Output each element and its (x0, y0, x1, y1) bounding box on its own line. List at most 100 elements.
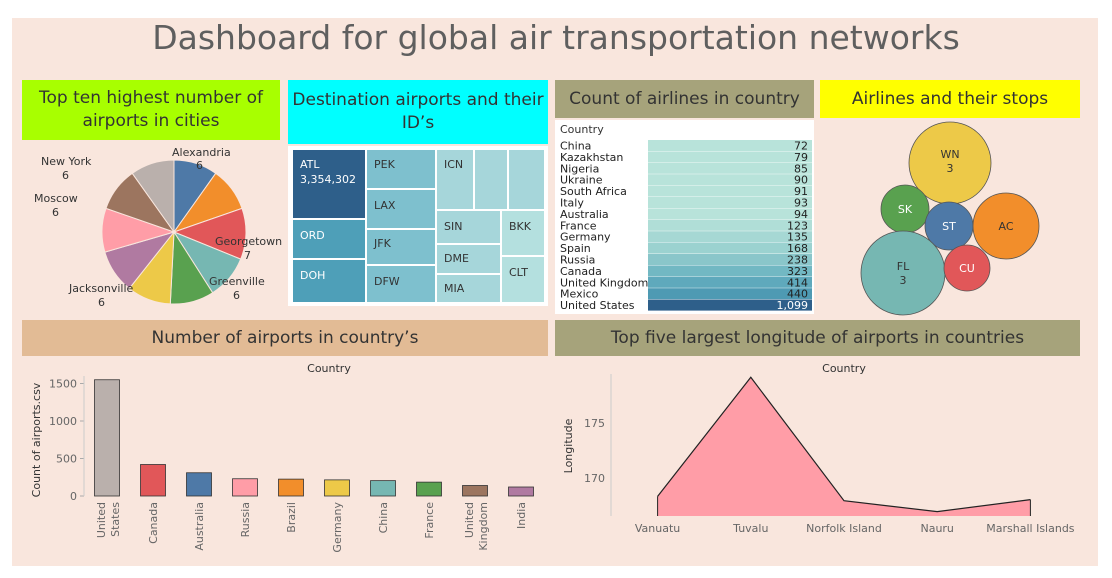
pie-slice[interactable] (131, 159, 175, 234)
treemap-cell[interactable]: DOH (293, 260, 365, 302)
area-x-tick: Norfolk Island (806, 522, 882, 535)
bar[interactable] (140, 464, 166, 497)
bar[interactable] (508, 486, 534, 497)
bar-y-tick: 0 (70, 490, 77, 503)
bubble[interactable]: ST (924, 201, 974, 251)
treemap-cell[interactable]: CLT (502, 257, 544, 302)
bubble-label: SK (898, 203, 913, 216)
pie-chart: Alexandria 6 Georgetown 7 Greenville 6 J… (34, 146, 282, 309)
bar-x-tick: Germany (331, 502, 344, 553)
bubble[interactable]: SK (880, 184, 930, 234)
airlines-table-column-header: Country (560, 123, 604, 136)
treemap-label: CLT (509, 266, 528, 279)
treemap-label: SIN (444, 220, 462, 233)
pie-label-value: 6 (196, 159, 203, 172)
bar[interactable] (324, 479, 350, 497)
airlines-table-cell (648, 265, 812, 277)
treemap-cell[interactable]: LAX (367, 190, 435, 228)
bubble[interactable]: AC (972, 192, 1040, 260)
bar-x-tick: Brazil (285, 502, 298, 533)
airlines-table-cell (648, 185, 812, 197)
bar[interactable] (232, 478, 258, 497)
airlines-table-cell (648, 219, 812, 231)
airlines-table-cell (648, 197, 812, 208)
airlines-table-rows: China 72 Kazakhstan 79 Nigeria 85 Ukraine 90 Sou… (560, 140, 812, 312)
treemap-cell[interactable]: DFW (367, 266, 435, 302)
area-x-tick-labels: Vanuatu Tuvalu Norfolk Island Nauru Marshall… (635, 522, 1075, 535)
pie-label-name: Jacksonville (68, 282, 134, 295)
bubble-label: ST (942, 220, 956, 233)
pie-label-name: Moscow (34, 192, 78, 205)
airlines-table-count: 72 (794, 140, 808, 153)
bubble-label: WN (940, 148, 959, 161)
area-line[interactable] (657, 376, 1031, 513)
bar-x-tick-line: China (377, 502, 390, 533)
pie-label-name: Greenville (209, 275, 265, 288)
bar-marks (94, 379, 534, 497)
bar-x-tick-line: India (515, 502, 528, 529)
treemap-cell[interactable]: JFK (367, 230, 435, 264)
bar-chart: Country Count of airports.csv 0 500 1000 15… (30, 362, 534, 553)
area-chart: Country Longitude 170 175 Vanuatu Tuvalu No… (562, 362, 1075, 535)
airlines-table-country: Mexico (560, 288, 599, 301)
airlines-table-country: Spain (560, 242, 591, 255)
airlines-table-count: 90 (794, 174, 808, 187)
bar-x-axis-title: Country (307, 362, 351, 375)
bar-x-tick-line: Kingdom (477, 502, 490, 551)
treemap-cell[interactable]: BKK (502, 211, 544, 255)
bar-x-tick: UnitedKingdom (463, 502, 490, 551)
airlines-table-count: 135 (787, 231, 808, 244)
bar[interactable] (278, 478, 304, 497)
bar-y-tick: 1000 (49, 415, 77, 428)
airlines-table-cell (648, 254, 812, 265)
bubble-label: CU (959, 262, 975, 275)
treemap-cell[interactable] (475, 150, 507, 209)
airlines-table-cell (648, 299, 812, 311)
airlines-table-cell (648, 162, 812, 174)
treemap-label: DOH (300, 269, 325, 282)
treemap-cell[interactable]: ICN (437, 150, 473, 209)
pie-label-name: New York (41, 155, 92, 168)
bar[interactable] (370, 480, 396, 497)
treemap-cell[interactable]: ATL 3,354,302 (293, 150, 365, 218)
bar[interactable] (462, 485, 488, 497)
bar[interactable] (94, 379, 120, 497)
airlines-table-count: 414 (787, 276, 808, 289)
bar-x-tick: Russia (239, 502, 252, 537)
pie-labels: Alexandria 6 Georgetown 7 Greenville 6 J… (34, 146, 282, 309)
treemap-cell[interactable]: DME (437, 245, 500, 273)
treemap-cell[interactable]: ORD (293, 220, 365, 258)
bar-x-tick-line: Germany (331, 502, 344, 553)
bubble[interactable]: CU (943, 244, 991, 292)
treemap-cell[interactable]: SIN (437, 211, 500, 243)
pie-label-value: 6 (62, 169, 69, 182)
treemap-label: ICN (444, 158, 463, 171)
bar[interactable] (416, 481, 442, 497)
treemap-cell[interactable]: PEK (367, 150, 435, 188)
treemap-cell[interactable]: MIA (437, 275, 500, 302)
area-marks (657, 376, 1031, 516)
bar-x-tick: Australia (193, 502, 206, 551)
area-x-tick: Marshall Islands (986, 522, 1075, 535)
bar-x-tick-line: Australia (193, 502, 206, 551)
airlines-table-country: Kazakhstan (560, 151, 623, 164)
bar[interactable] (186, 472, 212, 497)
area-fill (657, 377, 1031, 516)
treemap-cell[interactable] (509, 150, 544, 209)
airlines-table-cell (648, 288, 812, 300)
airlines-table-country: Nigeria (560, 162, 599, 175)
area-x-tick: Vanuatu (635, 522, 680, 535)
bar-x-tick: India (515, 502, 528, 529)
airlines-table-grid: Country China 72 Kazakhstan 79 Nigeria 85 Ukra… (560, 123, 812, 312)
airlines-table-cell (648, 151, 812, 163)
airlines-table-count: 79 (794, 151, 808, 164)
airlines-table-count: 123 (787, 219, 808, 232)
bar-x-tick: Canada (147, 502, 160, 544)
bar-x-tick-line: France (423, 502, 436, 539)
airlines-table-count: 323 (787, 265, 808, 278)
bubble[interactable]: WN3 (908, 121, 992, 205)
dashboard-title: Dashboard for global air transportation … (152, 18, 960, 57)
airlines-table-cell (648, 208, 812, 220)
bubble[interactable]: FL3 (860, 230, 946, 316)
airlines-table-country: Germany (560, 231, 611, 244)
